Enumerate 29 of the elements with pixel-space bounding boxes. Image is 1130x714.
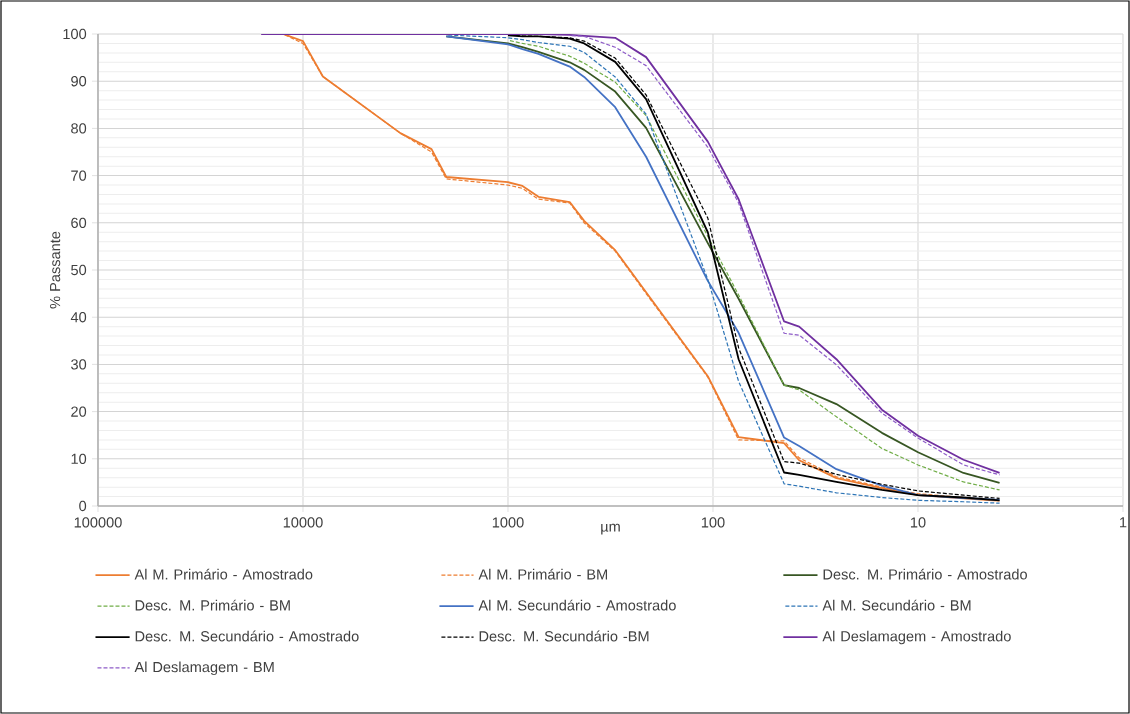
x-tick-label: 10 (910, 517, 926, 528)
y-tick-label: 50 (71, 264, 87, 276)
y-tick-label: 90 (71, 76, 87, 87)
legend-label: Al M. Secundário - Amostrado (478, 599, 676, 611)
legend-label: Desc. M. Primário - BM (135, 599, 290, 611)
y-tick-label: 10 (71, 453, 87, 464)
legend-label: Al Deslamagem - Amostrado (822, 630, 1011, 645)
legend-label: Desc. M. Primário - Amostrado (823, 568, 1027, 580)
x-tick-label: 100000 (74, 517, 122, 528)
x-axis-title: µm (601, 523, 620, 535)
x-tick-label: 100 (701, 517, 725, 528)
y-tick-label: 80 (71, 123, 87, 134)
y-tick-label: 20 (71, 406, 87, 417)
legend-label: Al M. Secundário - BM (822, 599, 971, 611)
legend-label: Al M. Primário - BM (478, 568, 608, 580)
x-tick-label: 1 (1120, 517, 1127, 528)
y-tick-label: 0 (79, 500, 87, 512)
x-tick-label: 10000 (283, 517, 323, 528)
legend-label: Desc. M. Secundário - Amostrado (135, 630, 359, 642)
legend-label: Al M. Primário - Amostrado (134, 568, 313, 580)
y-tick-label: 100 (63, 28, 87, 40)
y-axis-title: % Passante (49, 231, 61, 309)
legend-label: Al Deslamagem - BM (134, 661, 274, 676)
y-tick-label: 30 (71, 359, 87, 370)
legend-label: Desc. M. Secundário -BM (479, 630, 649, 642)
x-tick-label: 1000 (492, 517, 524, 528)
y-tick-label: 70 (71, 170, 87, 181)
y-tick-label: 60 (71, 217, 87, 228)
y-tick-label: 40 (70, 312, 87, 323)
